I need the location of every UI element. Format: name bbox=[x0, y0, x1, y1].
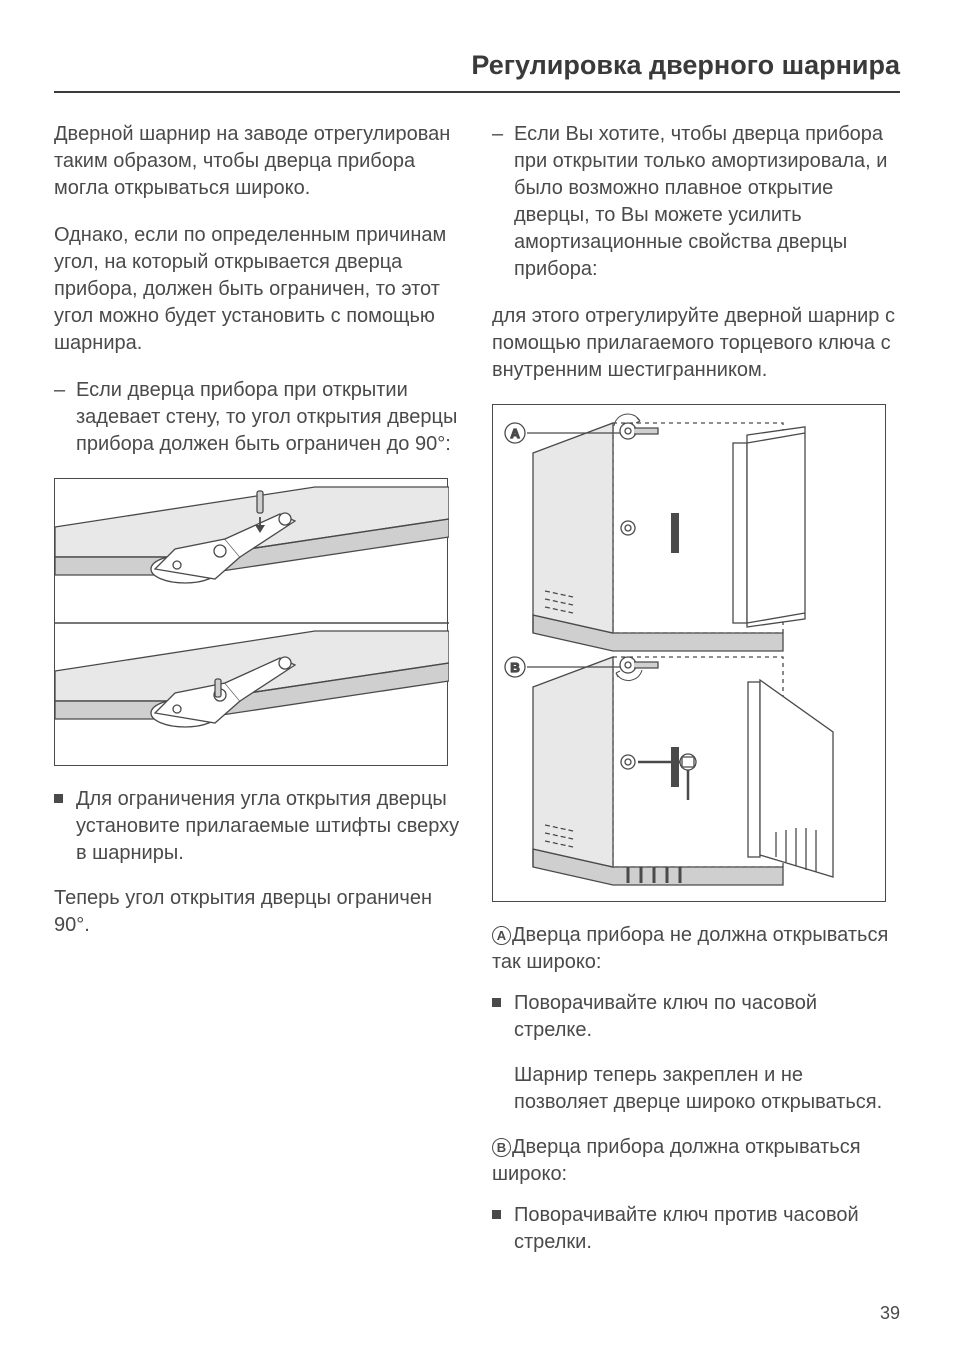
result-paragraph: Теперь угол открытия дверцы ограничен 90… bbox=[54, 885, 462, 939]
clockwise-result: Шарнир теперь закреплен и не позволяет д… bbox=[514, 1062, 900, 1116]
square-text: Поворачивайте ключ по часовой стрелке. bbox=[514, 990, 900, 1044]
label-a-text: Дверца прибора не должна открываться так… bbox=[492, 924, 888, 973]
square-marker bbox=[492, 990, 514, 1044]
dash-item-90deg: – Если дверца прибора при открытии задев… bbox=[54, 377, 462, 458]
hinge-pin-figure bbox=[54, 478, 448, 766]
square-marker bbox=[492, 1202, 514, 1256]
label-a-paragraph: AДверца прибора не должна открываться та… bbox=[492, 922, 900, 976]
square-item-clockwise: Поворачивайте ключ по часовой стрелке. bbox=[492, 990, 900, 1044]
circled-a-icon: A bbox=[492, 926, 511, 945]
dash-marker: – bbox=[54, 377, 76, 458]
dash-text: Если дверца прибора при открытии задевае… bbox=[76, 377, 462, 458]
intro-paragraph-2: Однако, если по определенным причинам уг… bbox=[54, 222, 462, 357]
label-b-text: Дверца прибора должна открываться широко… bbox=[492, 1136, 861, 1185]
page-number: 39 bbox=[880, 1303, 900, 1324]
right-column: – Если Вы хотите, чтобы дверца прибора п… bbox=[492, 121, 900, 1274]
square-text: Поворачивайте ключ против часовой стрелк… bbox=[514, 1202, 900, 1256]
page-title: Регулировка дверного шарнира bbox=[54, 50, 900, 93]
cabinet-adjustment-figure: A bbox=[492, 404, 886, 902]
square-text: Для ограничения угла открытия дверцы уст… bbox=[76, 786, 462, 867]
figure-label-b: B bbox=[510, 660, 519, 675]
two-column-layout: Дверной шарнир на заводе отрегулирован т… bbox=[54, 121, 900, 1274]
circled-b-icon: B bbox=[492, 1138, 511, 1157]
square-marker bbox=[54, 786, 76, 867]
left-column: Дверной шарнир на заводе отрегулирован т… bbox=[54, 121, 462, 1274]
label-b-paragraph: BДверца прибора должна открываться широк… bbox=[492, 1134, 900, 1188]
figure-label-a: A bbox=[510, 426, 520, 441]
allen-key-paragraph: для этого отрегулируйте дверной шарнир с… bbox=[492, 303, 900, 384]
square-item-counterclockwise: Поворачивайте ключ против часовой стрелк… bbox=[492, 1202, 900, 1256]
dash-text: Если Вы хотите, чтобы дверца прибора при… bbox=[514, 121, 900, 283]
dash-marker: – bbox=[492, 121, 514, 283]
intro-paragraph-1: Дверной шарнир на заводе отрегулирован т… bbox=[54, 121, 462, 202]
dash-item-damping: – Если Вы хотите, чтобы дверца прибора п… bbox=[492, 121, 900, 283]
square-item-install-pins: Для ограничения угла открытия дверцы уст… bbox=[54, 786, 462, 867]
